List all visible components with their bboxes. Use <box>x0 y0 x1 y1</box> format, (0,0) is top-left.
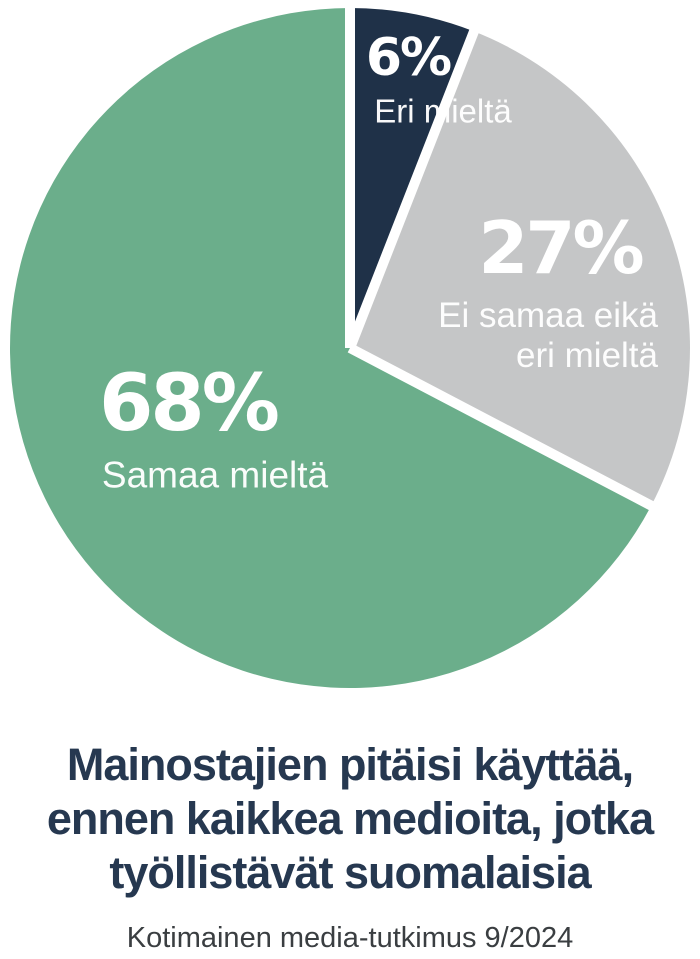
slice-value-samaa-mielta: 68% <box>99 359 280 449</box>
slice-label-ei-samaa-eika-eri-mielta: Ei samaa eikä eri mieltä <box>438 296 658 376</box>
pie-svg <box>9 8 690 688</box>
slice-label-line1: Ei samaa eikä <box>438 296 658 335</box>
slice-value-ei-samaa-eika-eri-mielta: 27% <box>478 206 644 290</box>
chart-source: Kotimainen media-tutkimus 9/2024 <box>126 922 574 954</box>
pie-chart: 6% Eri mieltä 27% Ei samaa eikä eri miel… <box>9 8 690 688</box>
slice-value-eri-mielta: 6% <box>365 28 452 88</box>
slice-label-line2: eri mieltä <box>516 336 658 375</box>
chart-title-line2: ennen kaikkea medioita, jotka <box>46 793 654 844</box>
slice-label-samaa-mielta: Samaa mieltä <box>101 454 329 496</box>
slice-label-eri-mielta: Eri mieltä <box>374 92 512 130</box>
pie-slice-samaa-mielta <box>9 8 652 688</box>
slice-gap-line <box>347 343 663 515</box>
chart-title-line1: Mainostajien pitäisi käyttää, <box>66 739 634 790</box>
slice-gap-line <box>345 20 483 350</box>
chart-title-line3: työllistävät suomalaisia <box>109 847 591 898</box>
chart-title: Mainostajien pitäisi käyttää, ennen kaik… <box>0 738 700 900</box>
